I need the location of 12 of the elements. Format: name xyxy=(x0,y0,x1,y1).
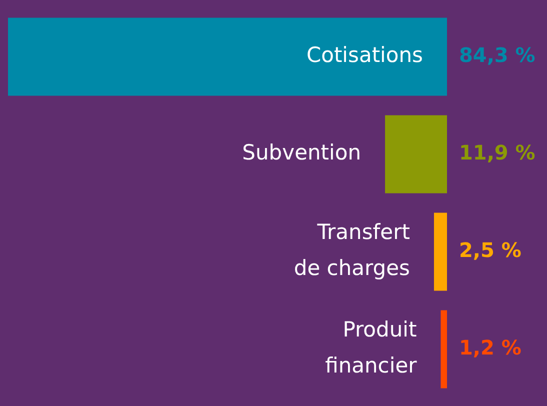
y-tick-label: Subvention xyxy=(242,140,362,165)
bar xyxy=(440,310,447,388)
bar xyxy=(434,212,447,291)
data-label: 11,9 % xyxy=(459,140,536,164)
y-tick-label: Produit financier xyxy=(325,318,418,378)
data-label: 1,2 % xyxy=(459,335,522,360)
data-label: 2,5 % xyxy=(459,238,522,262)
data-label: 84,3 % xyxy=(459,42,536,67)
bar xyxy=(8,18,447,96)
y-tick-label: Cotisations xyxy=(306,43,423,68)
bar xyxy=(385,115,447,194)
y-tick-label: Transfert de charges xyxy=(294,220,410,280)
